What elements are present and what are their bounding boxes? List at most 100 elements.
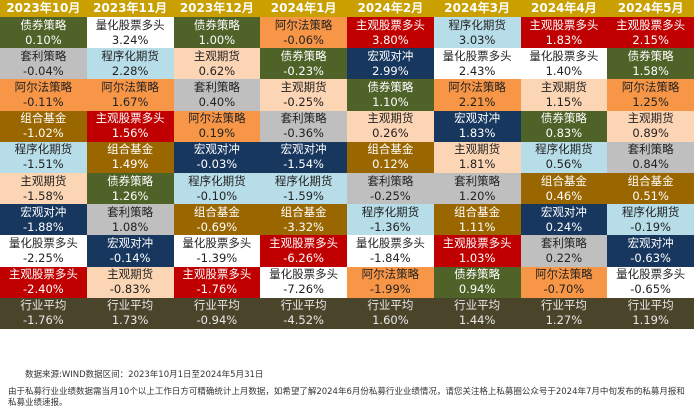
- strategy-cell: 阿尔法策略 0.19%: [173, 110, 261, 142]
- return-value: 1.11%: [458, 219, 496, 234]
- strategy-name: 阿尔法策略: [14, 79, 73, 94]
- strategy-cell: 阿尔法策略 -1.99%: [347, 266, 434, 298]
- strategy-name: 主观股票多头: [95, 111, 165, 126]
- strategy-cell: 套利策略 1.20%: [433, 172, 521, 205]
- strategy-name: 套利策略: [367, 173, 414, 188]
- strategy-cell: 程序化期货 -1.59%: [260, 172, 347, 205]
- strategy-name: 债券策略: [454, 267, 501, 282]
- strategy-cell: 量化股票多头 1.40%: [520, 48, 608, 80]
- strategy-cell: 宏观对冲 -0.63%: [607, 235, 694, 267]
- strategy-cell: 债券策略 0.10%: [0, 17, 87, 49]
- return-value: 0.83%: [545, 126, 583, 141]
- strategy-name: 主观股票多头: [355, 17, 425, 32]
- return-value: 3.03%: [458, 32, 496, 47]
- strategy-cell: 债券策略 1.00%: [173, 17, 261, 49]
- strategy-cell: 宏观对冲 0.24%: [520, 204, 608, 236]
- strategy-cell: 套利策略 0.22%: [520, 235, 608, 267]
- strategy-cell: 程序化期货 2.28%: [86, 48, 174, 80]
- strategy-name: 组合基金: [280, 204, 327, 219]
- strategy-name: 组合基金: [367, 142, 414, 157]
- strategy-cell: 量化股票多头 2.43%: [433, 48, 521, 80]
- return-value: 1.58%: [632, 63, 669, 78]
- strategy-name: 债券策略: [367, 79, 414, 94]
- strategy-name: 宏观对冲: [193, 142, 240, 157]
- strategy-name: 主观期货: [107, 267, 154, 282]
- strategy-cell: 组合基金 -3.32%: [260, 204, 347, 236]
- return-value: 0.56%: [545, 157, 583, 172]
- strategy-name: 量化股票多头: [182, 235, 252, 250]
- strategy-cell: 债券策略 0.83%: [520, 110, 608, 142]
- strategy-name: 宏观对冲: [454, 111, 501, 126]
- return-value: -0.10%: [196, 188, 238, 203]
- strategy-cell: 宏观对冲 -1.88%: [0, 204, 87, 236]
- strategy-name: 程序化期货: [274, 173, 333, 188]
- return-value: -0.04%: [23, 63, 64, 78]
- strategy-cell: 套利策略 -0.25%: [347, 172, 434, 205]
- return-value: 1.60%: [372, 313, 409, 328]
- strategy-name: 债券策略: [540, 111, 587, 126]
- strategy-cell: 宏观对冲 -1.54%: [260, 141, 347, 173]
- strategy-cell: 套利策略 0.84%: [607, 141, 694, 173]
- strategy-cell: 程序化期货 -1.51%: [0, 141, 87, 173]
- return-value: 0.26%: [372, 126, 409, 141]
- column-header: 2024年4月: [520, 0, 608, 17]
- return-value: -1.51%: [23, 157, 64, 172]
- strategy-name: 行业平均: [367, 298, 414, 313]
- return-value: 3.80%: [372, 32, 409, 47]
- strategy-cell: 债券策略 1.58%: [607, 48, 694, 80]
- strategy-cell: 组合基金 0.51%: [607, 172, 694, 205]
- strategy-name: 宏观对冲: [107, 235, 154, 250]
- strategy-name: 主观股票多头: [8, 267, 78, 282]
- strategy-name: 行业平均: [627, 298, 674, 313]
- strategy-cell: 主观股票多头 -2.40%: [0, 266, 87, 298]
- strategy-cell: 量化股票多头 -2.25%: [0, 235, 87, 267]
- return-value: -0.14%: [109, 250, 151, 265]
- strategy-name: 阿尔法策略: [448, 79, 506, 94]
- strategy-cell: 程序化期货 -0.10%: [173, 172, 261, 205]
- return-value: 1.19%: [632, 313, 669, 328]
- return-value: -2.25%: [23, 250, 64, 265]
- strategy-cell: 套利策略 -0.04%: [0, 48, 87, 80]
- notes: 数据来源:WIND数据区间：2023年10月1日至2024年5月31日 由于私募…: [0, 370, 700, 409]
- return-value: -0.83%: [109, 282, 151, 297]
- strategy-returns-table: 2023年10月 2023年11月 2023年12月 2024年1月 2024年2月 20…: [0, 0, 694, 329]
- average-cell: 行业平均 -0.94%: [173, 297, 261, 329]
- return-value: -7.26%: [283, 282, 324, 297]
- strategy-name: 量化股票多头: [442, 48, 512, 63]
- return-value: 0.22%: [545, 250, 583, 265]
- strategy-cell: 阿尔法策略 -0.11%: [0, 79, 87, 111]
- return-value: 1.83%: [458, 126, 496, 141]
- return-value: -1.84%: [370, 250, 411, 265]
- strategy-cell: 主观股票多头 1.56%: [86, 110, 174, 142]
- column-header: 2024年1月: [260, 0, 347, 17]
- strategy-name: 组合基金: [20, 111, 67, 126]
- return-value: -0.25%: [370, 188, 411, 203]
- return-value: -1.58%: [23, 188, 64, 203]
- return-value: 0.40%: [198, 94, 236, 109]
- average-cell: 行业平均 -1.76%: [0, 297, 87, 329]
- average-cell: 行业平均 1.60%: [347, 297, 434, 329]
- return-value: 1.44%: [458, 313, 496, 328]
- strategy-cell: 主观期货 0.89%: [607, 110, 694, 142]
- strategy-name: 阿尔法策略: [535, 267, 593, 282]
- strategy-name: 行业平均: [193, 298, 240, 313]
- average-cell: 行业平均 1.73%: [86, 297, 174, 329]
- return-value: 1.81%: [458, 157, 496, 172]
- return-value: -0.11%: [23, 94, 64, 109]
- return-value: -0.06%: [283, 32, 324, 47]
- strategy-cell: 套利策略 1.08%: [86, 204, 174, 236]
- strategy-cell: 主观期货 -0.25%: [260, 79, 347, 111]
- return-value: 0.46%: [545, 188, 583, 203]
- strategy-cell: 程序化期货 -1.36%: [347, 204, 434, 236]
- source-note: 数据来源:WIND数据区间：2023年10月1日至2024年5月31日: [25, 370, 264, 380]
- strategy-name: 阿尔法策略: [274, 17, 333, 32]
- strategy-cell: 组合基金 0.46%: [520, 172, 608, 205]
- strategy-name: 债券策略: [193, 17, 240, 32]
- strategy-cell: 套利策略 0.40%: [173, 79, 261, 111]
- return-value: 0.51%: [632, 188, 669, 203]
- strategy-name: 套利策略: [280, 111, 327, 126]
- strategy-name: 主观期货: [280, 79, 327, 94]
- strategy-name: 组合基金: [107, 142, 154, 157]
- strategy-cell: 组合基金 -0.69%: [173, 204, 261, 236]
- strategy-name: 套利策略: [454, 173, 501, 188]
